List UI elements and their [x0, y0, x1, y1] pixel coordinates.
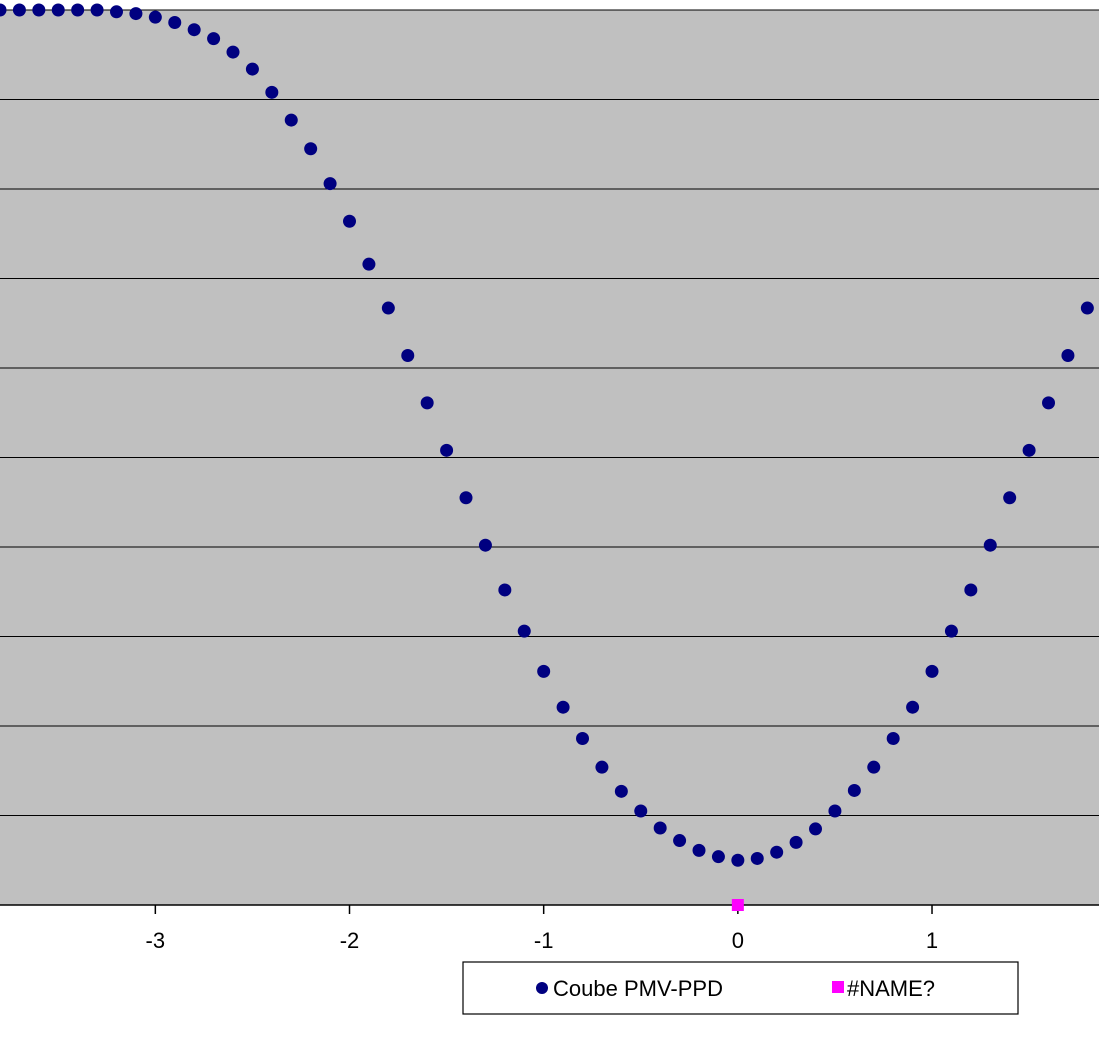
series-1-point-33 [634, 804, 648, 818]
series-1-point-36 [692, 843, 706, 857]
series-1-point-24 [459, 491, 473, 505]
legend-marker-series-2 [832, 981, 844, 993]
series-1-point-39 [750, 851, 764, 865]
series-1-point-51 [983, 538, 997, 552]
series-1-point-42 [809, 822, 823, 836]
series-1-point-40 [770, 845, 784, 859]
series-1-point-31 [595, 760, 609, 774]
series-1-point-47 [906, 700, 920, 714]
x-tick-label-2: -1 [534, 928, 554, 953]
series-1-point-43 [828, 804, 842, 818]
series-1-point-38 [731, 853, 745, 867]
series-1-point-46 [886, 732, 900, 746]
series-1-point-34 [653, 821, 667, 835]
series-1-point-26 [498, 583, 512, 597]
series-1-point-15 [284, 113, 298, 127]
legend-marker-series-1 [536, 982, 548, 994]
series-1-point-14 [265, 85, 279, 99]
series-1-point-3 [51, 3, 65, 17]
series-1-point-9 [168, 16, 182, 30]
x-axis-ticks [154, 905, 933, 914]
series-1-point-25 [478, 538, 492, 552]
series-1-point-49 [944, 624, 958, 638]
gridlines [0, 9, 1099, 816]
series-1-point-56 [1080, 301, 1094, 315]
series-1-point-54 [1042, 396, 1056, 410]
series-1-point-2 [32, 3, 46, 17]
series-1-point-8 [148, 10, 162, 24]
series-1-point-20 [381, 301, 395, 315]
series-1-point-19 [362, 257, 376, 271]
series-1-point-18 [343, 214, 357, 228]
x-tick-label-4: 1 [926, 928, 938, 953]
series-1-point-27 [517, 624, 531, 638]
legend-label-series-2: #NAME? [847, 976, 935, 1001]
series-1-point-45 [867, 760, 881, 774]
series-1-point-5 [90, 3, 104, 17]
series-1-point-52 [1003, 491, 1017, 505]
series-1-point-13 [245, 62, 259, 76]
series-1-point-11 [207, 32, 221, 46]
series-1-point-4 [71, 3, 85, 17]
series-1-point-0 [0, 3, 7, 17]
series-points [0, 3, 1094, 911]
series-1-point-28 [537, 664, 551, 678]
series-1-point-21 [401, 348, 415, 362]
x-tick-label-3: 0 [732, 928, 744, 953]
legend-box [462, 961, 1019, 1015]
series-1-point-29 [556, 700, 570, 714]
series-1-point-30 [576, 732, 590, 746]
series-1-point-55 [1061, 348, 1075, 362]
series-1-point-50 [964, 583, 978, 597]
series-1-point-10 [187, 23, 201, 37]
series-1-point-32 [614, 784, 628, 798]
series-1-point-1 [12, 3, 26, 17]
series-1-point-7 [129, 7, 143, 21]
series-1-point-44 [847, 783, 861, 797]
x-tick-label-0: -3 [146, 928, 166, 953]
series-1-point-53 [1022, 443, 1036, 457]
series-1-point-23 [440, 443, 454, 457]
series-1-point-48 [925, 664, 939, 678]
series-1-point-6 [110, 5, 124, 19]
series-1-point-16 [304, 142, 318, 156]
series-1-point-22 [420, 396, 434, 410]
x-axis-tick-labels: -3 -2 -1 0 1 [146, 928, 939, 953]
series-1-point-41 [789, 835, 803, 849]
series-1-point-37 [711, 850, 725, 864]
legend-label-series-1: Coube PMV-PPD [553, 976, 723, 1001]
series-1-point-17 [323, 177, 337, 191]
series-2-point-0 [731, 899, 744, 911]
legend: Coube PMV-PPD #NAME? [462, 961, 1019, 1015]
series-1-point-35 [673, 834, 687, 848]
series-1-point-12 [226, 45, 240, 59]
x-tick-label-1: -2 [340, 928, 360, 953]
